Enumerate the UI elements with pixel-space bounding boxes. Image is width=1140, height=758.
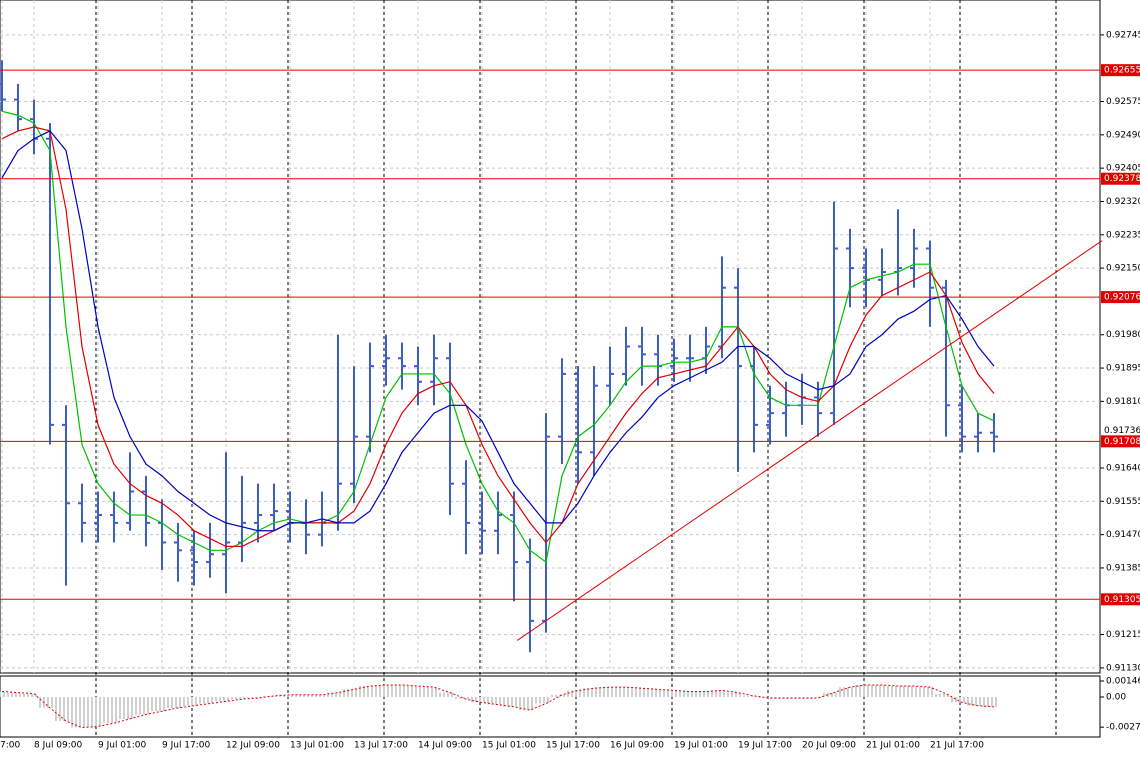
moving-average xyxy=(1,130,995,532)
level-box xyxy=(1101,64,1140,77)
x-tick-label: 19 Jul 17:00 xyxy=(738,741,792,751)
y-tick-label: 0.91130 xyxy=(1106,663,1140,673)
y-tick-label: 0.92575 xyxy=(1106,97,1140,107)
level-label: 0.91708 xyxy=(1104,437,1140,447)
level-label: 0.92378 xyxy=(1104,174,1140,184)
level-box xyxy=(1101,435,1140,448)
y-tick-label: 0.92150 xyxy=(1106,264,1140,274)
y-tick-label: 0.92490 xyxy=(1106,130,1140,140)
y-tick-label: 0.92745 xyxy=(1106,30,1140,40)
x-tick-label: 13 Jul 01:00 xyxy=(290,741,344,751)
x-tick-label: 7:00 xyxy=(0,741,20,751)
level-label: 0.92655 xyxy=(1104,66,1140,76)
x-tick-label: 12 Jul 09:00 xyxy=(226,741,280,751)
main-panel xyxy=(0,0,1101,674)
y-tick-label: 0.91980 xyxy=(1106,330,1140,340)
x-tick-label: 15 Jul 01:00 xyxy=(482,741,536,751)
y-tick-label: 0.91640 xyxy=(1106,464,1140,474)
y-tick-label: 0.92320 xyxy=(1106,197,1140,207)
x-tick-label: 19 Jul 01:00 xyxy=(674,741,728,751)
x-tick-label: 8 Jul 09:00 xyxy=(34,741,83,751)
level-label: 0.91305 xyxy=(1104,595,1140,605)
x-tick-label: 14 Jul 09:00 xyxy=(418,741,472,751)
y-tick-label: 0.91895 xyxy=(1106,364,1140,374)
x-tick-label: 13 Jul 17:00 xyxy=(354,741,408,751)
y-tick-label: 0.00 xyxy=(1106,692,1126,702)
y-tick-label: 0.001463 xyxy=(1106,676,1140,686)
level-box xyxy=(1101,291,1140,304)
x-tick-label: 9 Jul 17:00 xyxy=(162,741,211,751)
trendline xyxy=(516,240,1103,641)
current-price-label: 0.91736 xyxy=(1104,426,1140,436)
moving-average xyxy=(1,126,995,547)
level-box xyxy=(1101,593,1140,606)
y-tick-label: 0.92235 xyxy=(1106,230,1140,240)
y-tick-label: 0.91385 xyxy=(1106,563,1140,573)
x-tick-label: 9 Jul 01:00 xyxy=(98,741,147,751)
y-tick-label: 0.91555 xyxy=(1106,497,1140,507)
x-tick-label: 21 Jul 01:00 xyxy=(866,741,920,751)
level-box xyxy=(1101,172,1140,185)
y-tick-label: -0.00276 xyxy=(1106,723,1140,733)
oscillator-panel xyxy=(0,675,1101,738)
y-tick-label: 0.91810 xyxy=(1106,397,1140,407)
y-tick-label: 0.92405 xyxy=(1106,164,1140,174)
x-tick-label: 15 Jul 17:00 xyxy=(546,741,600,751)
y-tick-label: 0.91215 xyxy=(1106,630,1140,640)
moving-average xyxy=(1,110,995,564)
x-tick-label: 21 Jul 17:00 xyxy=(930,741,984,751)
current-price-box xyxy=(1101,424,1140,437)
level-label: 0.92076 xyxy=(1104,293,1140,303)
y-tick-label: 0.91470 xyxy=(1106,530,1140,540)
x-tick-label: 20 Jul 09:00 xyxy=(802,741,856,751)
x-tick-label: 16 Jul 09:00 xyxy=(610,741,664,751)
